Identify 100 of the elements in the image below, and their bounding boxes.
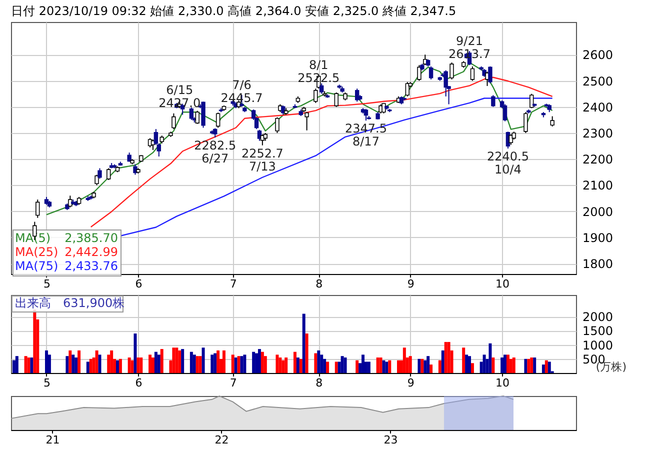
line-series (46, 62, 553, 216)
bar (482, 354, 486, 373)
y-tick-label: 2200 (582, 152, 614, 167)
y-tick-label: 2300 (582, 126, 614, 140)
bar (68, 350, 72, 373)
candlestick (502, 104, 508, 122)
chart-title: 出来高 631,900株 (15, 296, 125, 310)
bar (323, 358, 326, 373)
bar (296, 357, 300, 373)
candlestick (195, 110, 200, 124)
bar (317, 350, 320, 373)
bar (548, 362, 551, 373)
bar (362, 354, 365, 373)
bar (234, 357, 238, 373)
x-tick-label: 7 (230, 278, 237, 290)
chart-title: 日付 2023/10/19 09:32 始値 2,330.0 高値 2,364.0 安値 2,325.0 終値 2,347.5 (11, 4, 456, 18)
bar (66, 356, 69, 373)
y-tick-label: 2400 (582, 100, 614, 114)
candlestick (314, 88, 318, 104)
bar (320, 354, 324, 373)
bar (134, 334, 137, 373)
bar (278, 357, 282, 373)
candlestick (491, 94, 496, 108)
y-tick-label: 2100 (582, 178, 614, 193)
bar (243, 354, 246, 373)
candlestick (550, 116, 554, 127)
bar (260, 352, 264, 373)
candlestick (450, 62, 454, 80)
bar (72, 354, 75, 373)
bar (447, 342, 450, 373)
y-tick-label: 2000 (582, 310, 614, 324)
candlestick (172, 112, 176, 130)
bar (136, 357, 140, 373)
bar (530, 357, 534, 373)
bar (470, 363, 474, 373)
bar (356, 360, 359, 373)
bar (214, 353, 217, 373)
bar (216, 350, 220, 373)
bar (30, 357, 34, 373)
bar (305, 334, 308, 373)
bar (544, 360, 548, 373)
text: MA(25) (15, 245, 58, 259)
candlestick (68, 195, 72, 208)
candlestick (201, 101, 206, 128)
bar (140, 357, 143, 373)
annotation: 2282.5 6/27 (194, 138, 236, 166)
text: MA(75) (15, 259, 58, 273)
y-tick-label: 2000 (582, 204, 614, 219)
x-tick-label: 9 (407, 278, 414, 290)
annotation: 2252.7 7/13 (241, 146, 284, 174)
bar (524, 358, 528, 373)
bar (533, 357, 536, 373)
bar (492, 357, 495, 373)
candlestick (530, 93, 534, 109)
candlestick (320, 82, 324, 94)
bar (202, 348, 205, 373)
bar (198, 356, 202, 373)
bar (15, 356, 18, 373)
bar (160, 349, 164, 373)
bar (462, 348, 466, 373)
bar (504, 354, 507, 373)
candlestick (304, 112, 309, 131)
bar (89, 358, 92, 373)
bar (44, 350, 48, 373)
x-tick-label: 7 (230, 376, 237, 390)
bar (154, 352, 158, 373)
x-tick-label: 8 (316, 278, 323, 290)
candlestick (524, 112, 528, 134)
y-tick-label: 2500 (582, 74, 614, 88)
bar (314, 353, 318, 373)
x-tick-label: 6 (135, 376, 142, 390)
y-tick-label: 1900 (582, 230, 614, 245)
bar (192, 354, 196, 373)
candlestick (189, 106, 194, 120)
annotation: 2,433.76 (64, 259, 118, 273)
bar (397, 360, 400, 373)
bar (98, 354, 102, 373)
candlestick (275, 116, 280, 134)
series-label: MA(5) (15, 231, 51, 245)
bar (382, 360, 386, 373)
candlestick (94, 174, 99, 186)
bar (157, 354, 160, 373)
bar (424, 360, 427, 373)
x-tick-label: 5 (43, 376, 50, 390)
bar (231, 354, 234, 373)
bar (74, 357, 78, 373)
bar (527, 358, 530, 373)
y-tick-label: 1000 (582, 338, 614, 352)
bar (465, 354, 468, 373)
bar (402, 348, 406, 373)
bar (426, 356, 430, 373)
bar (252, 352, 256, 373)
bar (441, 350, 444, 373)
candlestick (470, 66, 475, 82)
bar (33, 310, 36, 373)
bar (118, 358, 122, 373)
candlestick (428, 66, 434, 80)
bar (326, 362, 330, 373)
x-tick-label: 10 (496, 376, 510, 390)
annotation: 2,385.70 (64, 231, 118, 245)
